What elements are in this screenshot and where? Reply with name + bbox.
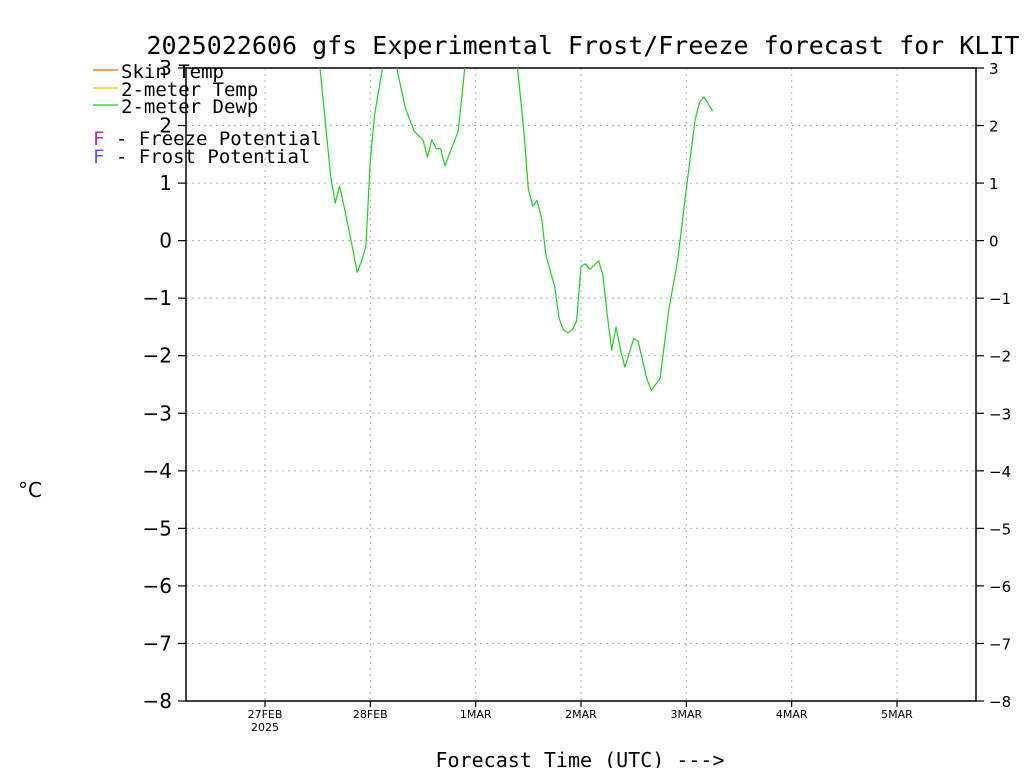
y-tick-label-left: −7 (143, 631, 172, 655)
series-layer (319, 68, 714, 391)
legend-entry: Skin Temp (121, 61, 224, 83)
y-tick-label-left: −6 (143, 574, 172, 598)
x-axis-label: Forecast Time (UTC) ---> (436, 748, 725, 768)
series-line-dewpoint (319, 68, 714, 391)
x-tick-label: 2MAR (565, 708, 597, 721)
y-tick-label-right: 2 (989, 118, 999, 136)
y-tick-label-left: 2 (159, 114, 172, 138)
y-tick-label-left: 1 (159, 171, 172, 195)
y-tick-label-right: −5 (989, 520, 1011, 538)
y-tick-label-right: −8 (989, 693, 1011, 711)
y-tick-label-left: 0 (159, 229, 172, 253)
legend-entry: 2-meter Temp (121, 79, 258, 101)
y-tick-label-left: −2 (143, 344, 172, 368)
x-tick-label: 4MAR (776, 708, 808, 721)
y-tick-label-right: −7 (989, 635, 1011, 653)
y-tick-label-right: −2 (989, 348, 1011, 366)
y-tick-label-right: −6 (989, 578, 1011, 596)
chart-title: 2025022606 gfs Experimental Frost/Freeze… (147, 31, 1020, 60)
y-tick-label-right: −3 (989, 405, 1011, 423)
x-tick-label: 5MAR (881, 708, 913, 721)
y-tick-label-left: −3 (143, 401, 172, 425)
y-axis-label: °C (18, 478, 42, 502)
x-tick-label: 1MAR (460, 708, 492, 721)
y-tick-label-right: −4 (989, 463, 1011, 481)
x-tick-sublabel: 2025 (251, 721, 279, 734)
legend-entry: F - Freeze Potential (93, 128, 322, 150)
y-tick-label-left: −8 (143, 689, 172, 713)
y-tick-label-right: 0 (989, 233, 999, 251)
y-tick-label-right: 3 (989, 60, 999, 78)
y-tick-label-right: 1 (989, 175, 999, 193)
y-tick-label-left: −5 (143, 516, 172, 540)
y-tick-label-left: −4 (143, 459, 172, 483)
y-axis-ticks: −8 −8 −7 −7 −6 −6 −5 −5 −4 −4 −3 −3 −2 −2 −1 −1 0 0 1 1 2 2 3 3 (143, 56, 1012, 713)
x-tick-label: 3MAR (670, 708, 702, 721)
x-tick-label: 27FEB (248, 708, 283, 721)
x-tick-label: 28FEB (353, 708, 388, 721)
y-tick-label-right: −1 (989, 290, 1011, 308)
y-tick-label-left: −1 (143, 286, 172, 310)
legend-entry: 2-meter Dewp (121, 96, 258, 118)
legend-entry: F - Frost Potential (93, 146, 310, 168)
y-tick-label-left: 3 (159, 56, 172, 80)
